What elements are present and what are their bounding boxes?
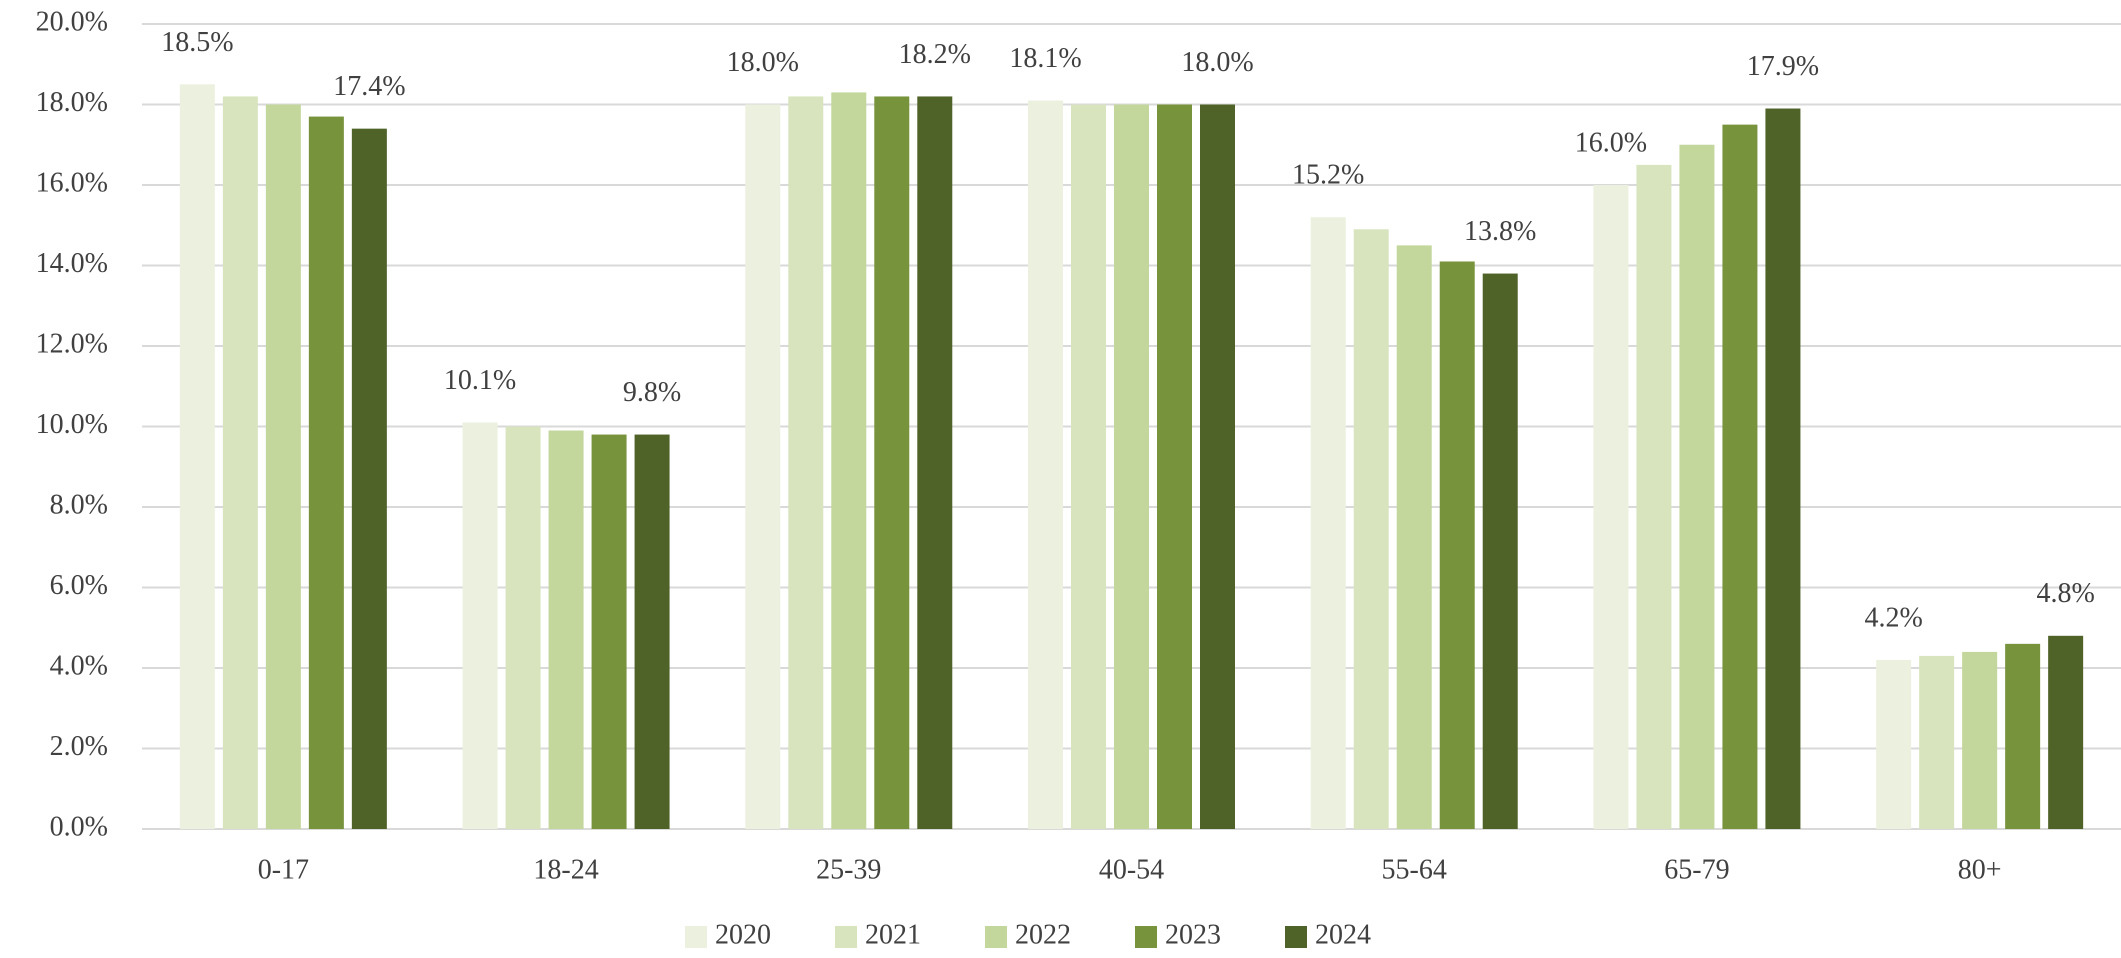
y-tick-label: 12.0% (36, 328, 108, 359)
legend-label: 2024 (1315, 919, 1371, 950)
bar (874, 96, 910, 829)
data-label: 18.5% (161, 27, 233, 58)
data-label: 9.8% (623, 377, 681, 408)
bar (1157, 104, 1192, 829)
y-tick-label: 10.0% (36, 409, 108, 440)
bar (634, 434, 670, 829)
data-label: 17.9% (1747, 51, 1819, 82)
x-tick-label: 0-17 (258, 854, 309, 885)
data-label: 4.8% (2036, 578, 2094, 609)
data-label: 10.1% (444, 365, 516, 396)
x-tick-label: 80+ (1958, 854, 2002, 885)
bar (831, 92, 867, 830)
bar (222, 96, 258, 829)
legend-swatch (835, 926, 857, 948)
legend-label: 2020 (715, 919, 771, 950)
bar (1593, 185, 1629, 829)
x-tick-label: 18-24 (533, 854, 598, 885)
bar (917, 96, 953, 829)
bar (2005, 643, 2041, 829)
bar (505, 426, 541, 829)
data-label: 16.0% (1575, 127, 1647, 158)
data-label: 15.2% (1292, 160, 1364, 191)
bar (1919, 655, 1955, 829)
bar (1200, 104, 1235, 829)
bar (2048, 635, 2084, 829)
y-tick-label: 6.0% (50, 570, 108, 601)
bar (591, 434, 627, 829)
bar (1439, 261, 1475, 830)
y-tick-label: 0.0% (50, 811, 108, 842)
data-label: 18.1% (1009, 43, 1081, 74)
bar (1071, 104, 1106, 829)
x-tick-label: 25-39 (816, 854, 881, 885)
x-tick-label: 55-64 (1382, 854, 1447, 885)
data-label: 13.8% (1464, 216, 1536, 247)
bar (1765, 108, 1801, 829)
bar (1482, 273, 1518, 829)
bar (265, 104, 301, 829)
bar (548, 430, 584, 829)
bar (1722, 124, 1758, 829)
legend-label: 2023 (1165, 919, 1221, 950)
bar (1679, 144, 1715, 829)
bar (1310, 217, 1346, 829)
y-tick-label: 20.0% (36, 6, 108, 37)
bar (745, 104, 781, 829)
bar (1636, 164, 1672, 829)
bar (351, 128, 387, 829)
data-label: 17.4% (333, 71, 405, 102)
bar (1114, 104, 1149, 829)
y-tick-label: 16.0% (36, 167, 108, 198)
bar (1396, 245, 1432, 829)
y-tick-label: 4.0% (50, 650, 108, 681)
bar (462, 422, 498, 829)
bar (1962, 651, 1998, 829)
data-label: 18.2% (899, 39, 971, 70)
legend-swatch (985, 926, 1007, 948)
data-label: 18.0% (1181, 47, 1253, 78)
data-label: 18.0% (727, 47, 799, 78)
legend-label: 2021 (865, 919, 921, 950)
y-tick-label: 14.0% (36, 248, 108, 279)
bar (179, 84, 215, 829)
data-label: 4.2% (1864, 602, 1922, 633)
y-tick-label: 2.0% (50, 731, 108, 762)
legend-swatch (1285, 926, 1307, 948)
legend-swatch (685, 926, 707, 948)
bar (308, 116, 344, 829)
y-tick-label: 8.0% (50, 489, 108, 520)
x-tick-label: 40-54 (1099, 854, 1164, 885)
bar (1353, 229, 1389, 829)
bar (1876, 659, 1912, 829)
bar (1028, 100, 1063, 830)
y-tick-label: 18.0% (36, 87, 108, 118)
legend-label: 2022 (1015, 919, 1071, 950)
legend-swatch (1135, 926, 1157, 948)
bar (788, 96, 824, 829)
x-tick-label: 65-79 (1664, 854, 1729, 885)
